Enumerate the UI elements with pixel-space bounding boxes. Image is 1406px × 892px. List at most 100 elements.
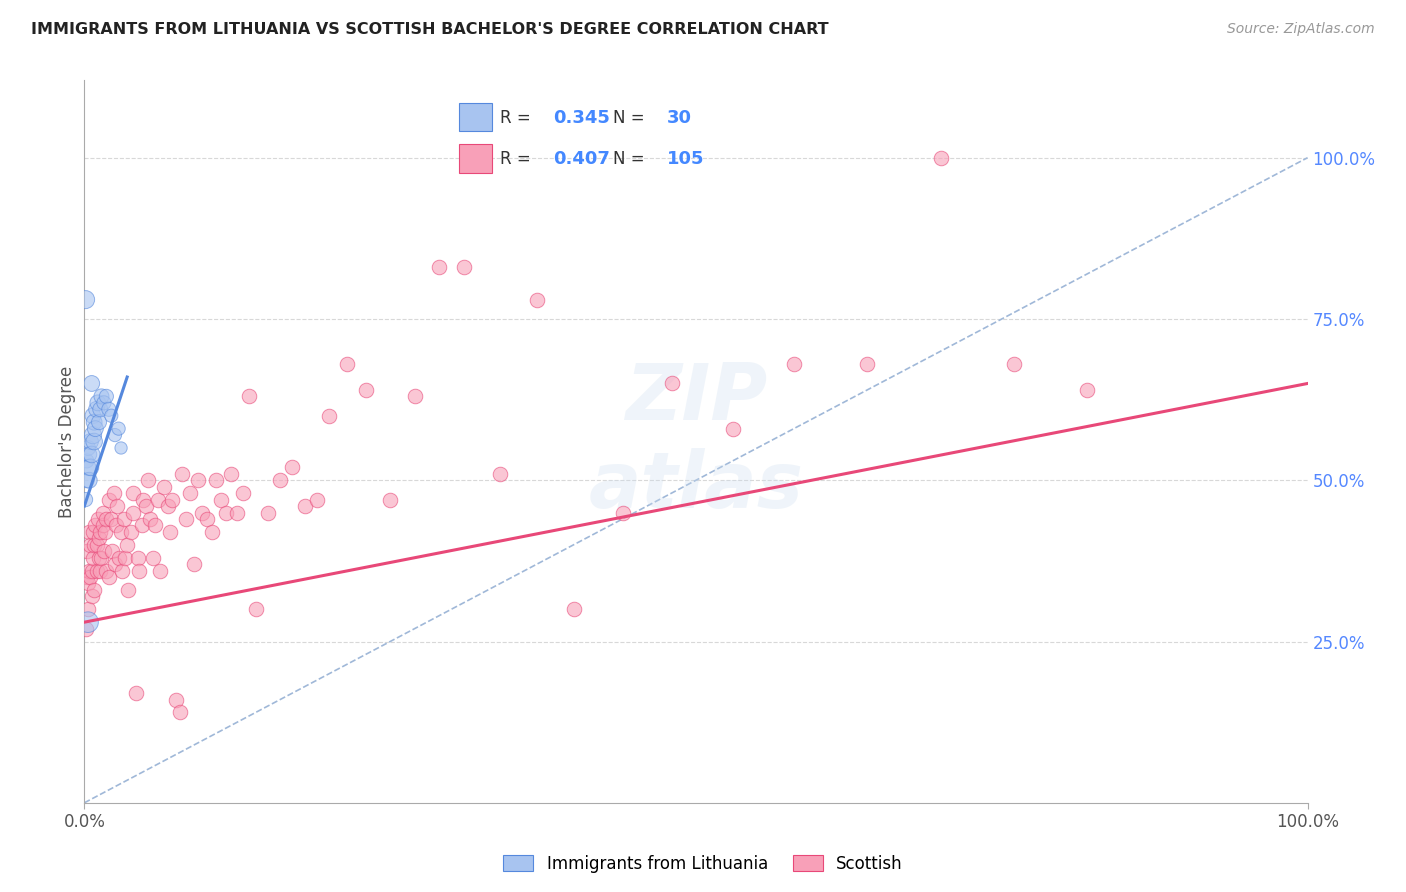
Point — [149, 564, 172, 578]
Point — [135, 499, 157, 513]
Point — [354, 383, 377, 397]
Point — [336, 357, 359, 371]
Point — [174, 512, 197, 526]
Point — [90, 389, 112, 403]
Point — [83, 582, 105, 597]
Point — [136, 473, 159, 487]
Point — [91, 518, 114, 533]
Point — [79, 434, 101, 449]
Point — [79, 538, 101, 552]
Point — [84, 422, 107, 436]
Point — [82, 428, 104, 442]
Point — [77, 441, 100, 455]
Point — [162, 492, 184, 507]
Point — [89, 564, 111, 578]
Point — [80, 590, 103, 604]
Point — [122, 506, 145, 520]
Point — [122, 486, 145, 500]
Point — [107, 422, 129, 436]
Point — [120, 524, 142, 539]
Point — [110, 524, 132, 539]
Point — [856, 357, 879, 371]
Point — [100, 409, 122, 423]
Point — [93, 396, 115, 410]
Point — [165, 692, 187, 706]
Point — [89, 524, 111, 539]
Point — [169, 706, 191, 720]
Point — [94, 524, 117, 539]
Point — [146, 492, 169, 507]
Text: IMMIGRANTS FROM LITHUANIA VS SCOTTISH BACHELOR'S DEGREE CORRELATION CHART: IMMIGRANTS FROM LITHUANIA VS SCOTTISH BA… — [31, 22, 828, 37]
Point — [76, 544, 98, 558]
Point — [97, 570, 120, 584]
Point — [215, 506, 238, 520]
Y-axis label: Bachelor's Degree: Bachelor's Degree — [58, 366, 76, 517]
Point — [77, 460, 100, 475]
Point — [105, 499, 128, 513]
Point — [80, 564, 103, 578]
Point — [112, 512, 135, 526]
Point — [153, 480, 176, 494]
Point — [269, 473, 291, 487]
Point — [77, 576, 100, 591]
Point — [75, 293, 97, 307]
Point — [101, 544, 124, 558]
Point — [1076, 383, 1098, 397]
Point — [187, 473, 209, 487]
Point — [929, 151, 952, 165]
Point — [87, 550, 110, 565]
Point — [404, 389, 426, 403]
Point — [75, 492, 97, 507]
Point — [89, 402, 111, 417]
Point — [77, 524, 100, 539]
Point — [96, 389, 118, 403]
Point — [132, 492, 155, 507]
Point — [661, 376, 683, 391]
Point — [114, 550, 136, 565]
Point — [159, 524, 181, 539]
Point — [305, 492, 328, 507]
Point — [77, 602, 100, 616]
Point — [172, 467, 194, 481]
Point — [318, 409, 340, 423]
Point — [87, 512, 110, 526]
Point — [117, 582, 139, 597]
Point — [77, 615, 100, 630]
Point — [721, 422, 744, 436]
Point — [97, 492, 120, 507]
Point — [87, 531, 110, 545]
Point — [115, 538, 138, 552]
Point — [226, 506, 249, 520]
Point — [86, 402, 108, 417]
Point — [238, 389, 260, 403]
Point — [205, 473, 228, 487]
Point — [84, 518, 107, 533]
Point — [86, 564, 108, 578]
Point — [82, 550, 104, 565]
Point — [232, 486, 254, 500]
Point — [90, 550, 112, 565]
Point — [245, 602, 267, 616]
Point — [104, 557, 127, 571]
Point — [183, 557, 205, 571]
Point — [87, 396, 110, 410]
Point — [110, 441, 132, 455]
Point — [76, 570, 98, 584]
Text: ZIP
atlas: ZIP atlas — [589, 359, 803, 524]
Point — [191, 506, 214, 520]
Point — [489, 467, 512, 481]
Point — [105, 518, 128, 533]
Point — [562, 602, 585, 616]
Point — [127, 550, 149, 565]
Point — [125, 686, 148, 700]
Point — [612, 506, 634, 520]
Point — [526, 293, 548, 307]
Point — [80, 376, 103, 391]
Point — [76, 454, 98, 468]
Point — [86, 538, 108, 552]
Point — [77, 447, 100, 461]
Point — [103, 486, 125, 500]
Point — [83, 434, 105, 449]
Point — [281, 460, 304, 475]
Point — [179, 486, 201, 500]
